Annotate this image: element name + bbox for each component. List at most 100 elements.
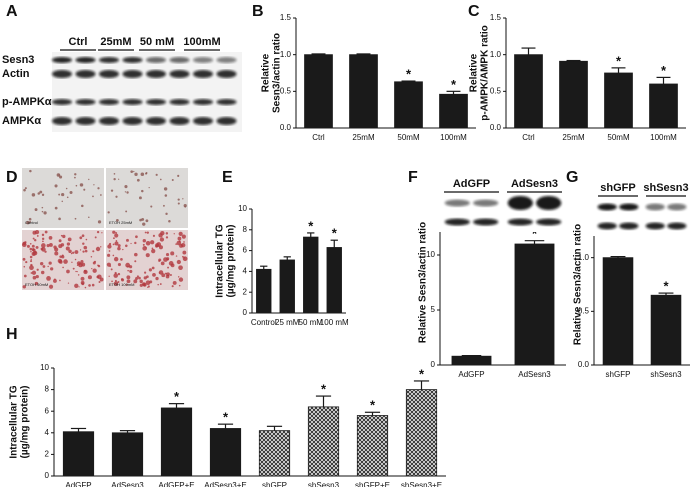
- blot-band: [99, 57, 119, 63]
- stain-dot: [76, 264, 79, 266]
- stain-dot: [37, 192, 41, 195]
- bar: [62, 431, 95, 477]
- stain-dot: [75, 270, 77, 273]
- stain-dot: [130, 170, 134, 173]
- x-tick-label: AdGFP: [458, 370, 484, 379]
- blot-band: [444, 199, 470, 207]
- blot-band: [75, 70, 96, 78]
- stain-dot: [142, 222, 146, 226]
- y-tick-label: 2: [45, 450, 50, 459]
- stain-dot: [173, 233, 175, 235]
- lane-label: 50 mM: [140, 36, 174, 48]
- stain-dot: [115, 231, 118, 234]
- stain-dot: [178, 231, 183, 236]
- blot-band: [169, 117, 190, 125]
- significance-mark: *: [616, 53, 622, 68]
- y-axis-label: p-AMPK/AMPK ratio: [480, 25, 491, 121]
- stain-dot: [167, 274, 170, 277]
- x-tick-label: 25 mM: [275, 318, 300, 327]
- bar: [514, 243, 555, 366]
- stain-dot: [142, 246, 147, 251]
- stain-dot: [58, 239, 62, 243]
- stain-dot: [159, 237, 165, 242]
- stain-dot: [80, 276, 85, 281]
- stain-dot: [32, 230, 37, 235]
- stain-dot: [74, 250, 79, 254]
- stain-dot: [26, 220, 30, 225]
- blot-band: [216, 70, 237, 78]
- error-bar: [311, 53, 326, 55]
- stain-dot: [177, 236, 182, 241]
- stain-dot: [41, 247, 46, 252]
- stain-dot: [145, 172, 148, 175]
- blot-band: [75, 117, 96, 125]
- stain-dot: [43, 211, 47, 215]
- stain-dot: [84, 286, 87, 289]
- y-tick-label: 10: [426, 250, 435, 259]
- stain-dot: [22, 257, 26, 261]
- blot-band: [645, 222, 665, 230]
- stain-dot: [134, 172, 138, 176]
- stain-dot: [136, 178, 140, 182]
- stain-dot: [144, 271, 147, 274]
- stain-dot: [39, 261, 44, 266]
- stain-dot: [58, 260, 63, 264]
- lane-label: Ctrl: [69, 36, 88, 48]
- stain-dot: [117, 262, 122, 267]
- blot-band: [216, 57, 237, 63]
- x-tick-label: 25mM: [562, 133, 585, 142]
- stain-dot: [126, 191, 129, 194]
- panel-letter: E: [222, 169, 233, 186]
- y-axis-label: Sesn3/actin ratio: [272, 33, 283, 113]
- stain-dot: [74, 283, 79, 288]
- y-tick-label: 0.0: [490, 123, 502, 132]
- error-bar: [217, 423, 234, 429]
- stain-dot: [41, 243, 46, 248]
- error-bar: [658, 292, 674, 296]
- stain-dot: [32, 275, 37, 280]
- stain-dot: [155, 173, 158, 176]
- stain-dot: [145, 280, 151, 286]
- stain-dot: [120, 258, 123, 261]
- bar: [279, 259, 295, 314]
- x-tick-label: 50mM: [397, 133, 420, 142]
- stain-dot: [147, 285, 150, 288]
- stain-dot: [160, 261, 165, 266]
- stain-dot: [81, 204, 84, 208]
- stain-dot: [34, 281, 39, 286]
- stain-dot: [112, 243, 115, 246]
- stain-dot: [152, 273, 156, 277]
- stain-dot: [36, 268, 39, 271]
- stain-dot: [65, 187, 68, 190]
- blot-band: [667, 222, 687, 230]
- x-tick-label: 100mM: [650, 133, 677, 142]
- blot-background: [592, 194, 692, 236]
- blot-band: [122, 57, 143, 63]
- stain-dot: [70, 252, 73, 255]
- blot-band: [122, 70, 143, 78]
- stain-dot: [141, 217, 145, 221]
- blot-band: [473, 199, 499, 207]
- bar: [326, 247, 342, 314]
- stain-dot: [113, 256, 119, 262]
- stain-dot: [145, 253, 150, 258]
- stain-dot: [31, 193, 36, 197]
- blot-band: [597, 222, 617, 230]
- stain-dot: [41, 206, 44, 209]
- stain-dot: [97, 274, 102, 280]
- stain-dot: [143, 283, 146, 287]
- stain-dot: [88, 216, 90, 218]
- stain-dot: [34, 251, 37, 254]
- stain-dot: [177, 174, 180, 177]
- stain-dot: [170, 251, 175, 256]
- stain-dot: [58, 193, 61, 196]
- blot-band: [169, 57, 190, 63]
- stain-dot: [48, 243, 53, 247]
- significance-mark: *: [308, 218, 314, 233]
- stain-dot: [66, 196, 69, 199]
- stain-dot: [74, 173, 77, 176]
- stain-dot: [31, 248, 35, 251]
- significance-mark: *: [223, 410, 229, 425]
- error-bar: [461, 355, 482, 357]
- blot-band: [193, 57, 213, 63]
